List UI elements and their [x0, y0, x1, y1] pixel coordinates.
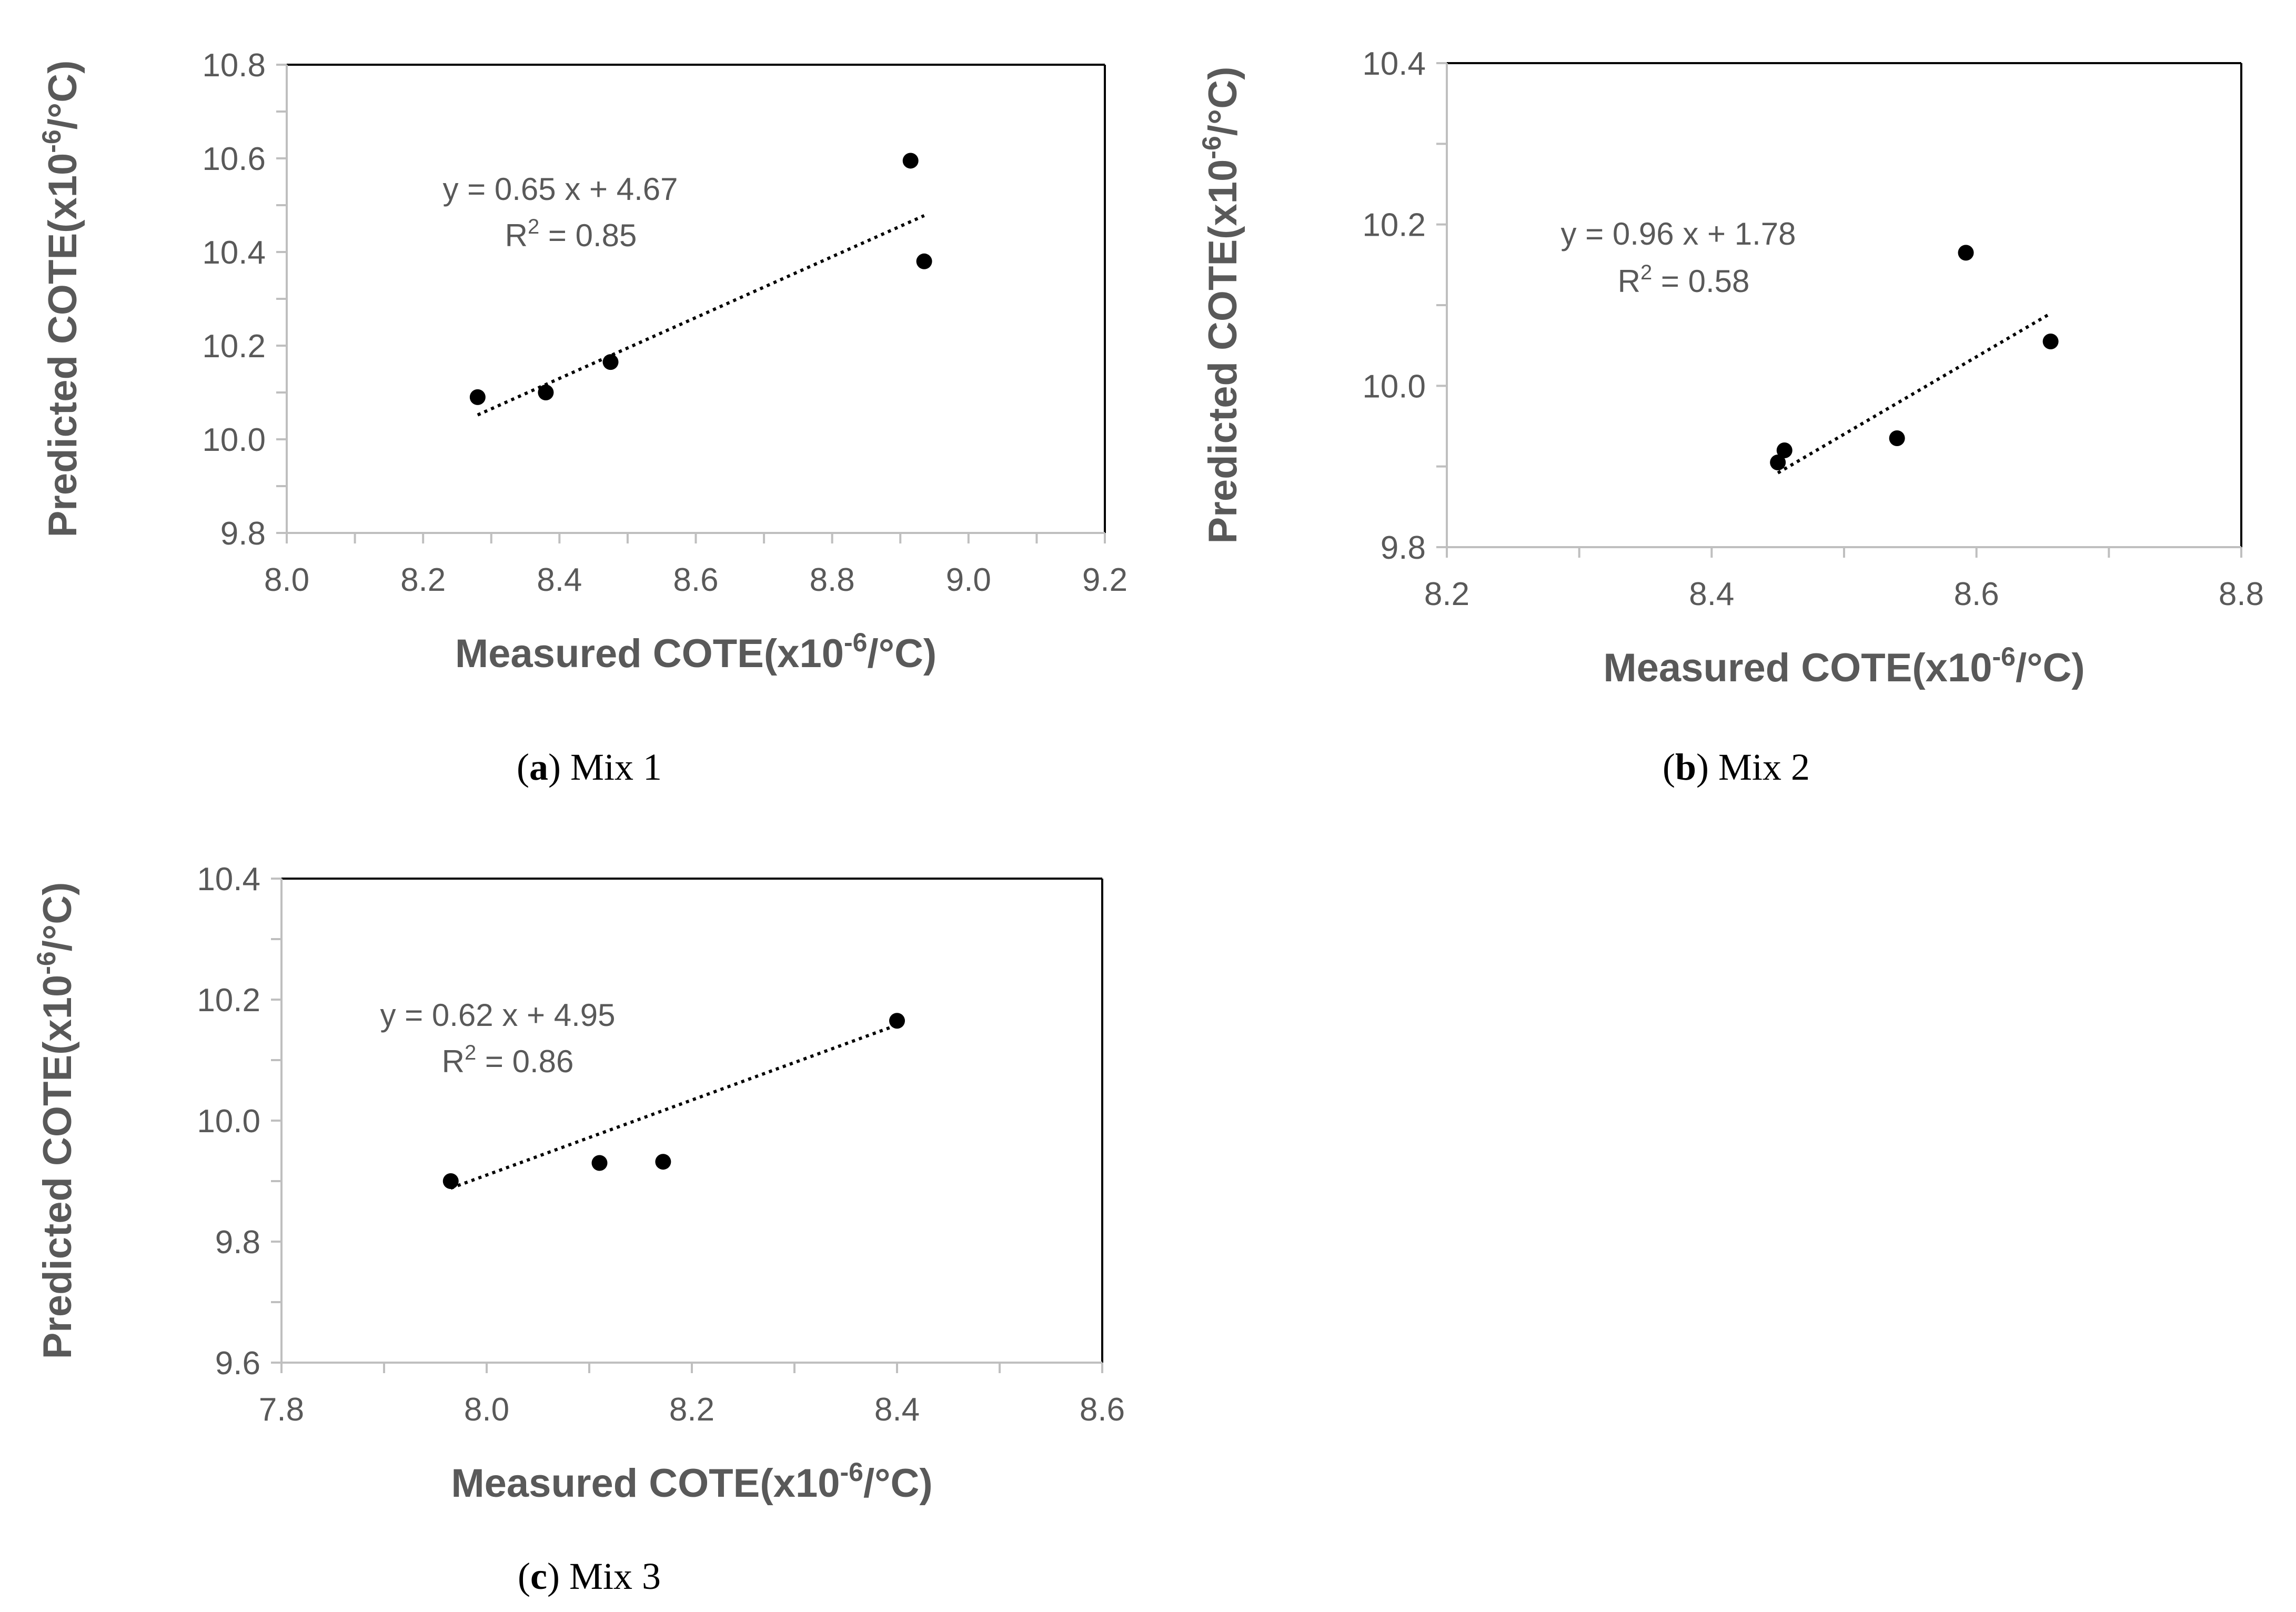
- caption-mix-1: (a) Mix 1: [517, 746, 662, 788]
- y-tick-label: 10.4: [202, 235, 266, 271]
- r-squared: R2 = 0.85: [505, 215, 637, 253]
- r-squared-symbol: R: [1618, 264, 1640, 299]
- x-axis-title: Measured COTE(x10-6/°C): [1603, 642, 2084, 690]
- caption-mix-3: (c) Mix 3: [518, 1555, 661, 1597]
- trendline: [450, 1023, 898, 1190]
- x-tick-label: 8.6: [673, 562, 718, 598]
- data-point: [1770, 455, 1786, 470]
- y-tick-label: 9.6: [215, 1345, 260, 1382]
- x-tick-label: 8.4: [1689, 576, 1734, 612]
- trendline: [477, 214, 925, 417]
- r-squared-symbol: R: [442, 1044, 465, 1079]
- y-tick-label: 9.8: [215, 1224, 260, 1261]
- x-tick-label: 8.8: [810, 562, 855, 598]
- x-axis-title: Measured COTE(x10-6/°C): [451, 1457, 932, 1506]
- r-squared: R2 = 0.58: [1618, 261, 1750, 299]
- x-tick-label: 8.4: [537, 562, 582, 598]
- y-tick-label: 10.4: [1362, 46, 1426, 82]
- y-tick-label: 10.0: [197, 1103, 260, 1140]
- data-point: [538, 385, 554, 400]
- data-point: [602, 354, 619, 370]
- r-squared-superscript: 2: [1640, 261, 1652, 284]
- x-tick-label: 8.2: [669, 1392, 714, 1428]
- caption-mix-2: (b) Mix 2: [1663, 746, 1810, 788]
- x-tick-label: 8.4: [874, 1392, 920, 1428]
- y-tick-label: 9.8: [1381, 530, 1426, 566]
- x-tick-label: 8.6: [1080, 1392, 1125, 1428]
- x-tick-label: 8.0: [464, 1392, 509, 1428]
- y-tick-label: 10.4: [197, 861, 260, 898]
- x-tick-label: 8.2: [1424, 576, 1469, 612]
- r-squared-value: = 0.58: [1652, 264, 1749, 299]
- trendline-equation: y = 0.96 x + 1.78: [1561, 216, 1796, 251]
- x-tick-label: 8.2: [400, 562, 446, 598]
- y-tick-label: 10.0: [202, 422, 266, 458]
- data-point: [591, 1155, 608, 1171]
- y-tick-label: 10.0: [1362, 368, 1426, 405]
- data-point: [1889, 430, 1905, 446]
- data-point: [655, 1154, 671, 1170]
- r-squared-symbol: R: [505, 218, 528, 253]
- chart-panel-mix-1: 8.0 8.2 8.4 8.6 8.8 9.0 9.2 9.8 10.0 10.2 10.4 10.6…: [37, 47, 1127, 676]
- data-point: [442, 1173, 459, 1189]
- caption-letter: b: [1675, 746, 1696, 788]
- x-tick-label: 7.8: [259, 1392, 304, 1428]
- chart-panel-mix-3: 7.8 8.0 8.2 8.4 8.6 9.6 9.8 10.0 10.2 10.4 Measure…: [32, 861, 1125, 1506]
- data-point: [469, 389, 486, 405]
- caption-letter: c: [530, 1555, 547, 1597]
- data-point: [1958, 245, 1974, 261]
- y-tick-label: 9.8: [220, 516, 266, 552]
- y-tick-label: 10.2: [197, 982, 260, 1019]
- x-tick-label: 8.0: [264, 562, 309, 598]
- caption-text: Mix 1: [561, 746, 662, 788]
- data-point: [902, 153, 919, 169]
- trendline-equation: y = 0.62 x + 4.95: [380, 998, 616, 1033]
- r-squared-value: = 0.86: [476, 1044, 573, 1079]
- r-squared-superscript: 2: [465, 1041, 476, 1064]
- x-tick-label: 9.0: [946, 562, 991, 598]
- r-squared-value: = 0.85: [539, 218, 637, 253]
- y-axis-title: Predicted COTE(x10-6/°C): [37, 61, 85, 538]
- x-tick-label: 8.8: [2219, 576, 2264, 612]
- y-tick-label: 10.2: [1362, 207, 1426, 244]
- x-tick-label: 8.6: [1954, 576, 1999, 612]
- data-point: [1776, 442, 1793, 458]
- data-point: [916, 253, 932, 269]
- y-axis-title: Predicted COTE(x10-6/°C): [1197, 67, 1245, 544]
- y-tick-label: 10.6: [202, 141, 266, 177]
- trendline: [1777, 312, 2052, 475]
- r-squared-superscript: 2: [528, 215, 539, 238]
- x-axis-title: Measured COTE(x10-6/°C): [455, 628, 936, 676]
- caption-letter: a: [529, 746, 548, 788]
- chart-panel-mix-2: 8.2 8.4 8.6 8.8 9.8 10.0 10.2 10.4 Measured COTE…: [1197, 46, 2264, 690]
- x-tick-label: 9.2: [1082, 562, 1127, 598]
- trendline-equation: y = 0.65 x + 4.67: [443, 172, 678, 207]
- caption-text: Mix 3: [560, 1555, 661, 1597]
- y-tick-label: 10.8: [202, 47, 266, 84]
- y-tick-label: 10.2: [202, 328, 266, 365]
- r-squared: R2 = 0.86: [442, 1041, 574, 1079]
- caption-text: Mix 2: [1709, 746, 1810, 788]
- data-point: [889, 1013, 905, 1029]
- y-axis-title: Predicted COTE(x10-6/°C): [32, 882, 80, 1359]
- data-point: [2042, 334, 2059, 349]
